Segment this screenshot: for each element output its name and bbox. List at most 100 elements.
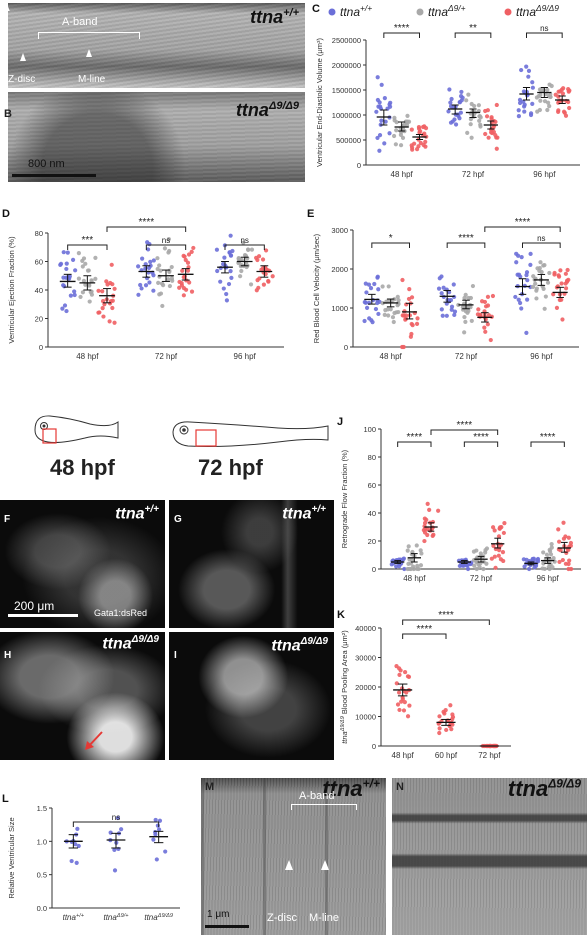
chart-e: 0 1000 2000 3000 48 hpf 72 hpf 96 hpf Red Blood… [307, 208, 579, 361]
data-point [151, 837, 156, 842]
data-point [238, 274, 243, 279]
a-band-bracket [38, 32, 140, 39]
y-tick-label: 1.5 [37, 804, 47, 813]
data-point [375, 135, 380, 141]
region-box-48 [42, 428, 57, 444]
data-point [187, 280, 192, 285]
data-point [87, 283, 92, 288]
data-point [108, 299, 114, 304]
data-point [474, 548, 479, 553]
data-point [394, 120, 399, 125]
data-point [166, 237, 171, 242]
data-point [478, 122, 483, 127]
data-point [148, 259, 153, 264]
data-point [560, 557, 565, 563]
data-point [467, 561, 472, 567]
data-point [373, 306, 379, 312]
x-tick-label: 48 hpf [76, 352, 99, 361]
data-point [446, 109, 451, 114]
data-point [391, 133, 397, 139]
significance-bracket [530, 441, 565, 447]
data-point [442, 711, 447, 716]
data-point [221, 286, 226, 291]
significance-label: ns [537, 234, 545, 243]
data-point [484, 114, 490, 119]
data-point [242, 253, 248, 258]
x-tick-label: 96 hpf [533, 170, 556, 179]
significance-bracket [67, 244, 108, 250]
legend-label: ttna+/+ [340, 3, 372, 19]
chart-k: 0 10000 20000 30000 40000 48 hpf 60 hpf 72 hpf t… [337, 609, 511, 760]
data-point [451, 282, 456, 287]
panel-g-genotype: ttna+/+ [282, 504, 326, 523]
data-point [443, 708, 448, 713]
data-point [551, 556, 556, 561]
data-point [468, 117, 473, 122]
data-point [469, 318, 474, 324]
data-point [138, 282, 143, 288]
data-point [160, 303, 165, 309]
data-point [496, 534, 502, 539]
data-point [483, 108, 488, 114]
panel-label: C [312, 3, 320, 15]
data-point [425, 527, 430, 532]
data-point [182, 274, 187, 279]
data-point [64, 266, 69, 272]
data-point [493, 565, 498, 570]
data-point [490, 130, 495, 136]
data-point [524, 330, 529, 335]
y-tick-label: 40 [368, 509, 376, 518]
chart-c: 0 500000 1000000 1500000 2000000 2500000 48 hp… [312, 3, 580, 179]
data-point [541, 550, 546, 555]
y-tick-label: 0 [372, 742, 376, 751]
data-point [560, 317, 565, 322]
data-point [248, 282, 254, 287]
panel-a-micrograph: ttna+/+ A-band Z-disc M-line [8, 3, 305, 88]
y-tick-label: 40 [35, 286, 43, 295]
data-point [410, 323, 415, 328]
panel-label-b: B [4, 108, 12, 120]
data-point [61, 275, 66, 280]
data-point [547, 549, 553, 554]
data-point [474, 566, 479, 572]
data-point [552, 270, 557, 276]
panel-f-genotype: ttna+/+ [115, 504, 159, 523]
data-point [535, 266, 540, 271]
data-point [387, 102, 392, 107]
data-point [530, 80, 535, 85]
data-point [407, 703, 412, 708]
data-point [255, 257, 260, 263]
data-point [422, 530, 428, 535]
data-point [556, 94, 561, 99]
y-tick-label: 20 [368, 537, 376, 546]
m-zdisc-arrow-icon [285, 860, 293, 870]
data-point [156, 280, 161, 285]
data-point [547, 103, 552, 109]
data-point [564, 278, 570, 283]
data-point [409, 145, 415, 150]
data-point [534, 288, 539, 293]
data-point [449, 96, 454, 102]
significance-bracket [446, 242, 486, 248]
data-point [457, 100, 462, 105]
data-point [254, 288, 259, 293]
data-point [401, 708, 407, 713]
data-point [453, 104, 458, 109]
data-point [538, 87, 544, 93]
data-point [377, 100, 382, 105]
data-point [526, 74, 531, 79]
panel-label-h: H [4, 650, 12, 661]
significance-label: **** [540, 432, 556, 443]
data-point [162, 246, 168, 251]
m-mline-arrow-icon [321, 860, 329, 870]
data-point [116, 846, 121, 852]
data-point [483, 304, 489, 309]
data-point [556, 89, 561, 94]
data-point [516, 108, 521, 113]
y-tick-label: 500000 [336, 136, 361, 145]
data-point [401, 556, 406, 561]
data-point [448, 120, 454, 125]
data-point [81, 278, 87, 283]
data-point [395, 294, 400, 299]
data-point [382, 96, 387, 101]
